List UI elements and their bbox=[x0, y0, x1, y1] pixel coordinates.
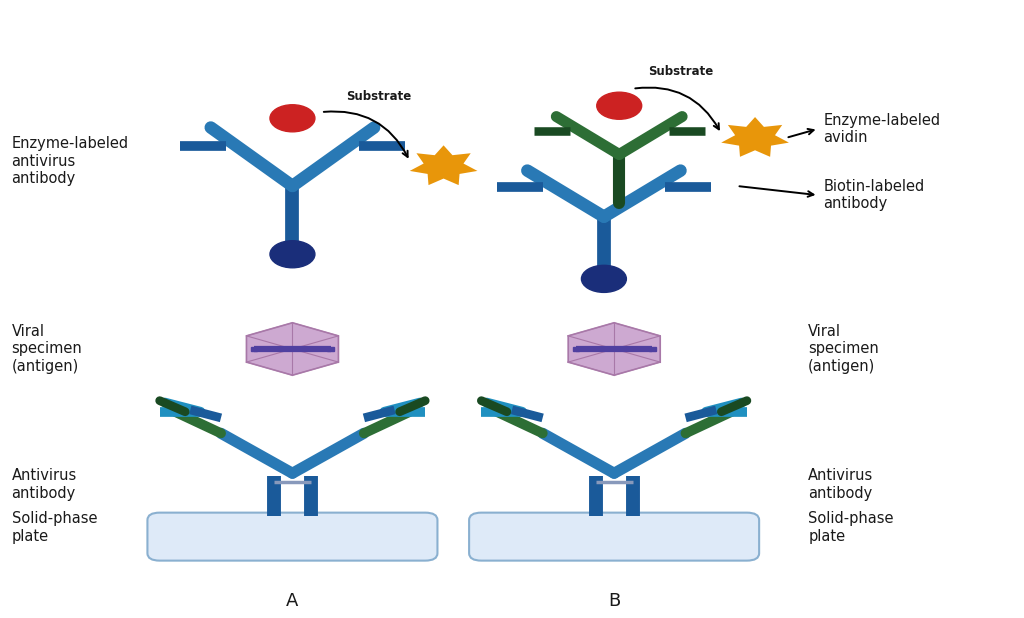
Text: Enzyme-labeled
antivirus
antibody: Enzyme-labeled antivirus antibody bbox=[11, 137, 129, 186]
Text: Solid-phase
plate: Solid-phase plate bbox=[11, 511, 97, 544]
Polygon shape bbox=[247, 323, 338, 375]
Polygon shape bbox=[721, 117, 788, 157]
Circle shape bbox=[270, 104, 315, 132]
Bar bbox=[649, 347, 655, 351]
Circle shape bbox=[582, 265, 627, 292]
Text: Enzyme-labeled
avidin: Enzyme-labeled avidin bbox=[823, 112, 941, 145]
Text: Viral
specimen
(antigen): Viral specimen (antigen) bbox=[11, 324, 82, 374]
FancyBboxPatch shape bbox=[469, 513, 759, 561]
Bar bbox=[572, 347, 580, 351]
Text: Biotin-labeled
antibody: Biotin-labeled antibody bbox=[823, 179, 925, 211]
Circle shape bbox=[270, 240, 315, 268]
Text: Substrate: Substrate bbox=[648, 66, 713, 78]
Bar bbox=[328, 347, 334, 351]
Text: Viral
specimen
(antigen): Viral specimen (antigen) bbox=[808, 324, 879, 374]
Circle shape bbox=[597, 92, 642, 119]
Polygon shape bbox=[410, 145, 477, 185]
Polygon shape bbox=[568, 323, 660, 375]
Text: A: A bbox=[287, 593, 299, 611]
Bar bbox=[251, 347, 257, 351]
Text: Substrate: Substrate bbox=[346, 90, 412, 103]
Text: Solid-phase
plate: Solid-phase plate bbox=[808, 511, 894, 544]
FancyBboxPatch shape bbox=[147, 513, 437, 561]
Text: Antivirus
antibody: Antivirus antibody bbox=[808, 468, 873, 501]
Text: Antivirus
antibody: Antivirus antibody bbox=[11, 468, 77, 501]
Text: B: B bbox=[608, 593, 621, 611]
